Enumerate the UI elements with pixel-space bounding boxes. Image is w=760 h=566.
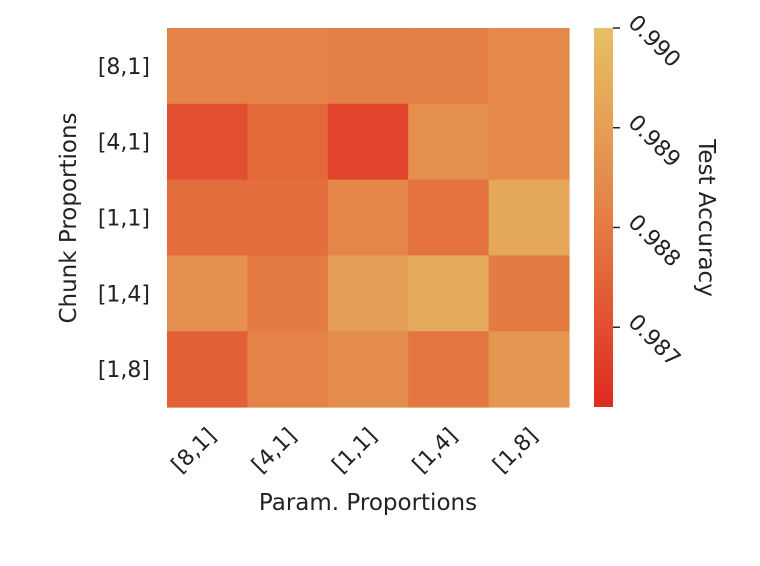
colorbar-ticks: 0.987 0.988 0.989 0.990 bbox=[613, 11, 685, 372]
heatmap-cell bbox=[488, 255, 570, 332]
heatmap-cell bbox=[408, 331, 490, 408]
heatmap-cell bbox=[247, 255, 329, 332]
x-tick-label: [1,1] bbox=[328, 424, 383, 479]
heatmap-cell bbox=[408, 28, 490, 105]
y-tick-label: [1,8] bbox=[98, 358, 150, 383]
heatmap-cell bbox=[327, 28, 409, 105]
heatmap-cells bbox=[167, 28, 570, 408]
heatmap-cell bbox=[327, 255, 409, 332]
heatmap-cell bbox=[247, 179, 329, 256]
x-tick-label: [1,8] bbox=[488, 424, 543, 479]
y-tick-labels: [8,1] [4,1] [1,1] [1,4] [1,8] bbox=[98, 55, 150, 383]
y-axis-label: Chunk Proportions bbox=[56, 112, 82, 323]
heatmap-cell bbox=[327, 331, 409, 408]
heatmap-cell bbox=[247, 28, 329, 105]
heatmap-cell bbox=[247, 331, 329, 408]
heatmap-cell bbox=[327, 103, 409, 181]
heatmap-cell bbox=[167, 103, 248, 181]
x-axis-label: Param. Proportions bbox=[259, 490, 477, 516]
y-tick-label: [1,4] bbox=[98, 282, 150, 307]
heatmap-cell bbox=[167, 179, 248, 256]
colorbar-tick-label: 0.989 bbox=[623, 110, 685, 172]
x-tick-labels: [8,1] [4,1] [1,1] [1,4] [1,8] bbox=[167, 424, 543, 479]
colorbar bbox=[594, 28, 613, 407]
heatmap-cell bbox=[488, 28, 570, 105]
heatmap-cell bbox=[167, 28, 248, 105]
heatmap-cell bbox=[167, 331, 248, 408]
colorbar-label: Test Accuracy bbox=[693, 138, 719, 297]
colorbar-tick-label: 0.990 bbox=[623, 11, 685, 73]
heatmap-cell bbox=[488, 179, 570, 256]
x-tick-label: [4,1] bbox=[247, 424, 302, 479]
colorbar-tick-label: 0.988 bbox=[623, 210, 685, 272]
heatmap-cell bbox=[408, 103, 490, 181]
heatmap-cell bbox=[488, 331, 570, 408]
heatmap-cell bbox=[408, 255, 490, 332]
heatmap-cell bbox=[408, 179, 490, 256]
y-tick-label: [8,1] bbox=[98, 55, 150, 80]
y-tick-label: [1,1] bbox=[98, 207, 150, 232]
heatmap-cell bbox=[167, 255, 248, 332]
x-tick-label: [8,1] bbox=[167, 424, 222, 479]
x-tick-label: [1,4] bbox=[408, 424, 463, 479]
heatmap-cell bbox=[327, 179, 409, 256]
heatmap-cell bbox=[488, 103, 570, 181]
colorbar-tick-label: 0.987 bbox=[623, 310, 685, 372]
heatmap-cell bbox=[247, 103, 329, 181]
y-tick-label: [4,1] bbox=[98, 131, 150, 156]
